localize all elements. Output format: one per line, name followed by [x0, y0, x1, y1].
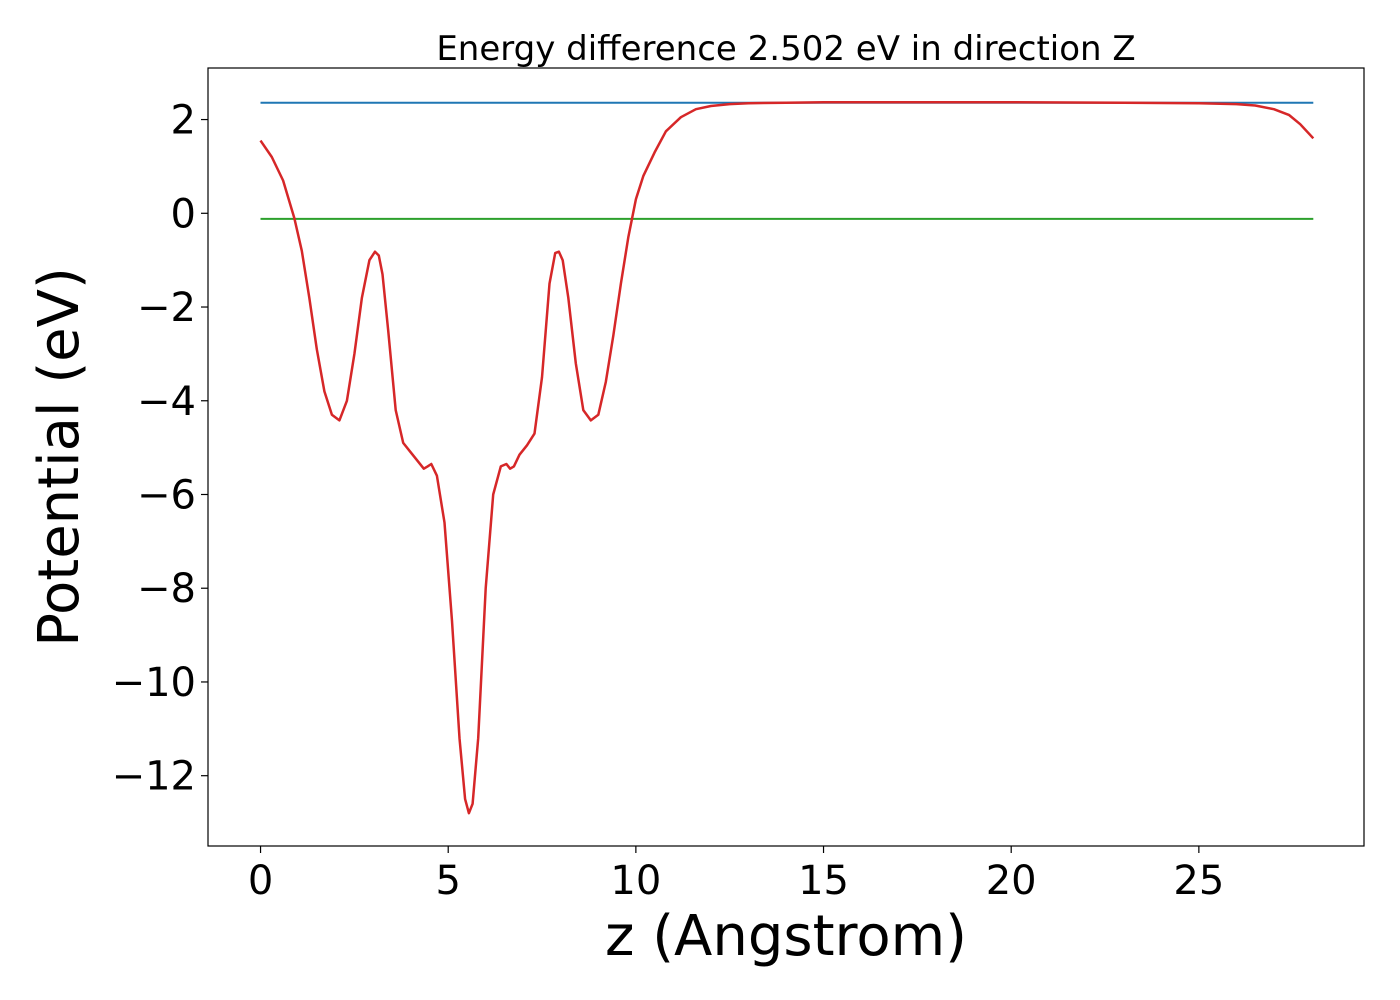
x-tick-label: 10 — [610, 858, 661, 904]
y-tick-label: −10 — [112, 660, 196, 706]
plot-lines — [259, 100, 1315, 815]
y-tick-label: 2 — [171, 98, 196, 144]
x-tick-label: 25 — [1173, 858, 1224, 904]
chart-title: Energy difference 2.502 eV in direction … — [436, 29, 1135, 69]
y-axis-ticks: 2 0 −2 −4 −6 −8 −10 −12 — [112, 98, 208, 800]
y-tick-label: −2 — [137, 285, 196, 331]
x-axis-ticks: 0 5 10 15 20 25 — [248, 846, 1224, 904]
y-tick-label: 0 — [171, 191, 196, 237]
plot-frame — [207, 67, 1365, 847]
y-tick-label: −6 — [137, 472, 196, 518]
x-tick-label: 0 — [248, 858, 273, 904]
series-line-3 — [259, 100, 1315, 815]
y-tick-label: −12 — [112, 754, 196, 800]
x-axis-label: z (Angstrom) — [605, 904, 967, 969]
x-tick-label: 20 — [986, 858, 1037, 904]
y-tick-label: −4 — [137, 379, 196, 425]
x-tick-label: 5 — [435, 858, 460, 904]
y-tick-label: −8 — [137, 566, 196, 612]
x-tick-label: 15 — [798, 858, 849, 904]
y-axis-label: Potential (eV) — [27, 267, 92, 647]
